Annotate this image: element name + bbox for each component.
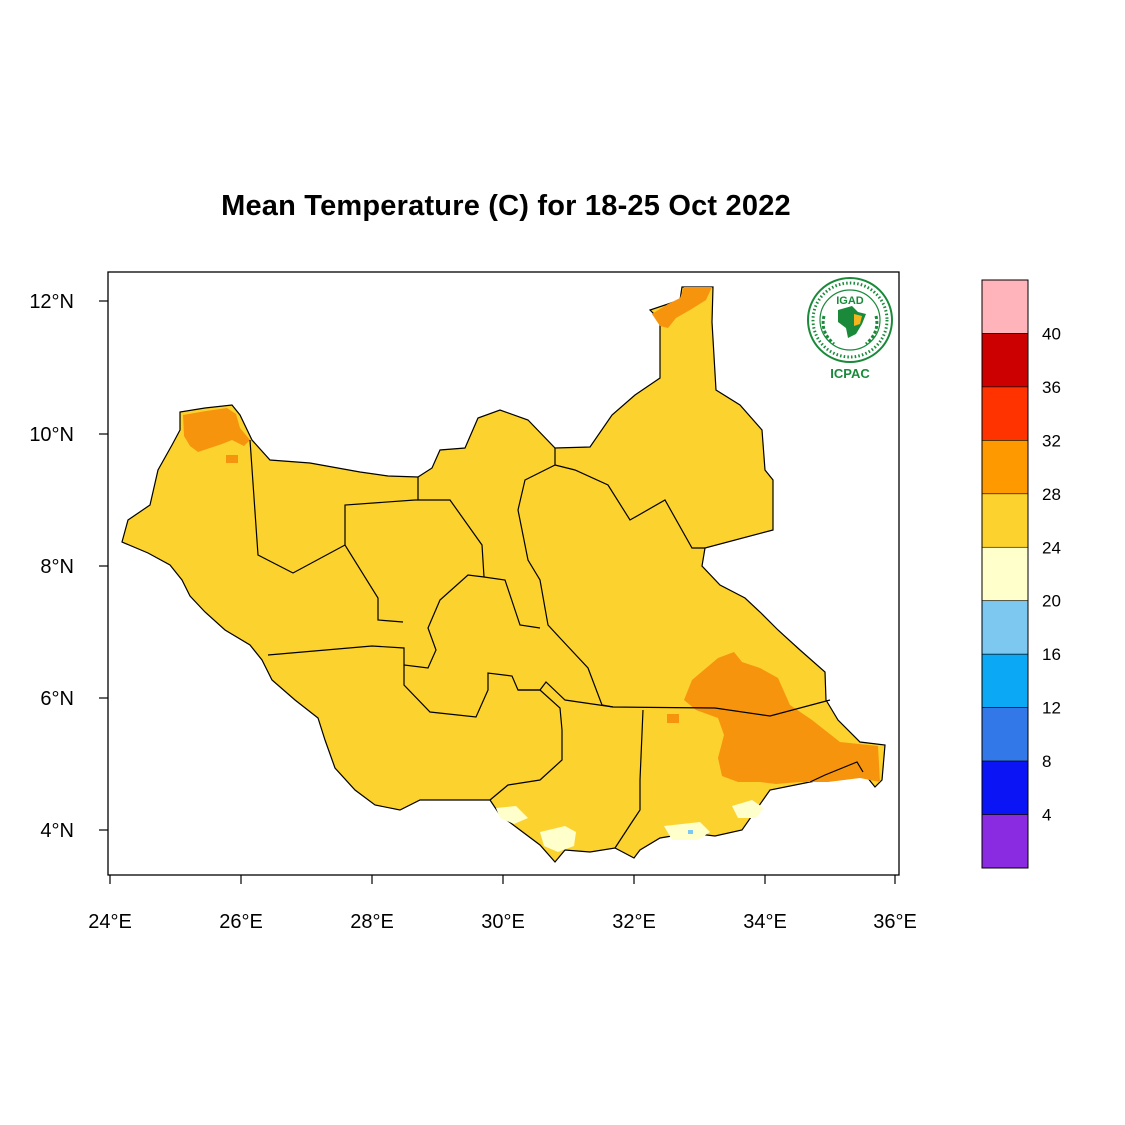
- colorbar-frame: [981, 279, 1029, 869]
- y-tick-label: 4°N: [40, 820, 74, 842]
- logo-dotted-ring: [811, 281, 889, 359]
- cool-areas: [496, 800, 764, 852]
- laurel-right-icon: [864, 315, 879, 346]
- africa-map-icon: [838, 306, 866, 338]
- x-tick-label: 34°E: [743, 911, 787, 933]
- x-tick-label: 32°E: [612, 911, 656, 933]
- x-axis-ticks: [109, 875, 896, 884]
- colorbar-cell: [981, 546, 1029, 602]
- colorbar-labels: 40 36 32 28 24 20 16 12 8 4: [1042, 324, 1061, 824]
- colorbar-cell: [981, 279, 1029, 334]
- x-tick-label: 24°E: [88, 911, 132, 933]
- y-tick-label: 6°N: [40, 688, 74, 710]
- x-tick-label: 36°E: [873, 911, 917, 933]
- map-title: Mean Temperature (C) for 18-25 Oct 2022: [221, 190, 791, 222]
- colorbar-label: 40: [1042, 324, 1061, 343]
- warm-areas: [183, 287, 880, 784]
- x-tick-label: 26°E: [219, 911, 263, 933]
- colorbar-label: 4: [1042, 806, 1051, 825]
- state-boundaries: [249, 439, 864, 849]
- colorbar-label: 12: [1042, 699, 1061, 718]
- y-tick-labels: 12°N 10°N 8°N 6°N 4°N: [29, 291, 74, 842]
- x-tick-labels: 24°E 26°E 28°E 30°E 32°E 34°E 36°E: [88, 911, 917, 933]
- y-tick-label: 10°N: [29, 424, 74, 446]
- colorbar-label: 24: [1042, 538, 1061, 557]
- igad-region-highlight: [854, 314, 862, 326]
- warm-area-northwest: [183, 408, 250, 452]
- logo-subtitle: ICPAC: [830, 366, 870, 381]
- country-fill: [121, 286, 886, 863]
- logo-name: IGAD: [836, 295, 864, 307]
- cool-area-south-1: [540, 826, 576, 852]
- colorbar-cells: [981, 279, 1029, 869]
- colorbar-cell: [981, 386, 1029, 441]
- cool-area-south-2: [664, 822, 710, 840]
- warm-area-small-patch: [667, 714, 679, 723]
- colorbar-cell: [981, 760, 1029, 815]
- colorbar-cell: [981, 653, 1029, 708]
- y-tick-label: 12°N: [29, 291, 74, 313]
- colorbar-label: 36: [1042, 378, 1061, 397]
- colorbar: 40 36 32 28 24 20 16 12 8 4: [981, 279, 1061, 869]
- laurel-left-icon: [821, 315, 836, 346]
- colorbar-label: 20: [1042, 592, 1061, 611]
- cool-area-south-3: [732, 800, 764, 818]
- y-axis-ticks: [99, 300, 108, 831]
- colorbar-label: 8: [1042, 752, 1051, 771]
- colorbar-cell: [981, 814, 1029, 869]
- x-tick-label: 30°E: [481, 911, 525, 933]
- colorbar-cell: [981, 440, 1029, 495]
- warm-area-southeast: [684, 652, 880, 784]
- warm-area-northwest-dot: [226, 455, 238, 463]
- x-tick-label: 28°E: [350, 911, 394, 933]
- colorbar-label: 16: [1042, 645, 1061, 664]
- warm-area-north-tip: [652, 287, 712, 328]
- colorbar-cell: [981, 707, 1029, 762]
- y-tick-label: 8°N: [40, 556, 74, 578]
- colorbar-cell: [981, 600, 1029, 655]
- igad-logo: IGAD: [807, 277, 893, 363]
- colorbar-label: 32: [1042, 431, 1061, 450]
- colorbar-cell: [981, 493, 1029, 548]
- cool-area-south-4: [496, 806, 528, 824]
- cool-dot: [688, 830, 693, 834]
- colorbar-cell: [981, 333, 1029, 388]
- colorbar-label: 28: [1042, 485, 1061, 504]
